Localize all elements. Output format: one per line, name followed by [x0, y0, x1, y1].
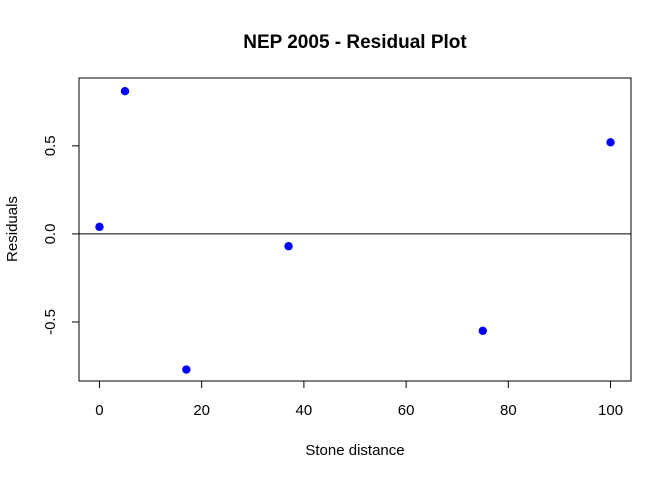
- x-tick-label: 60: [398, 402, 415, 419]
- x-tick-label: 20: [193, 402, 210, 419]
- data-point: [95, 222, 104, 232]
- data-point: [120, 87, 130, 96]
- x-axis-label: Stone distance: [305, 442, 404, 459]
- y-axis: -0.5 0.0 0.5: [42, 135, 80, 335]
- data-point: [606, 138, 615, 147]
- data-point: [478, 326, 487, 335]
- data-points: [95, 87, 615, 374]
- y-tick-label: 0.5: [42, 135, 59, 156]
- x-tick-label: 100: [598, 402, 623, 419]
- plot-frame: [78, 77, 632, 382]
- y-axis-label: Residuals: [4, 196, 21, 262]
- x-tick-label: 80: [500, 402, 517, 419]
- x-tick-label: 0: [95, 402, 103, 419]
- x-axis: 0 20 40 60 80 100: [95, 380, 623, 419]
- chart-title: NEP 2005 - Residual Plot: [243, 32, 467, 53]
- y-tick-label: 0.0: [42, 223, 59, 244]
- x-tick-label: 40: [296, 402, 313, 419]
- data-point: [182, 365, 191, 374]
- data-point: [284, 242, 293, 251]
- y-tick-label: -0.5: [42, 309, 59, 335]
